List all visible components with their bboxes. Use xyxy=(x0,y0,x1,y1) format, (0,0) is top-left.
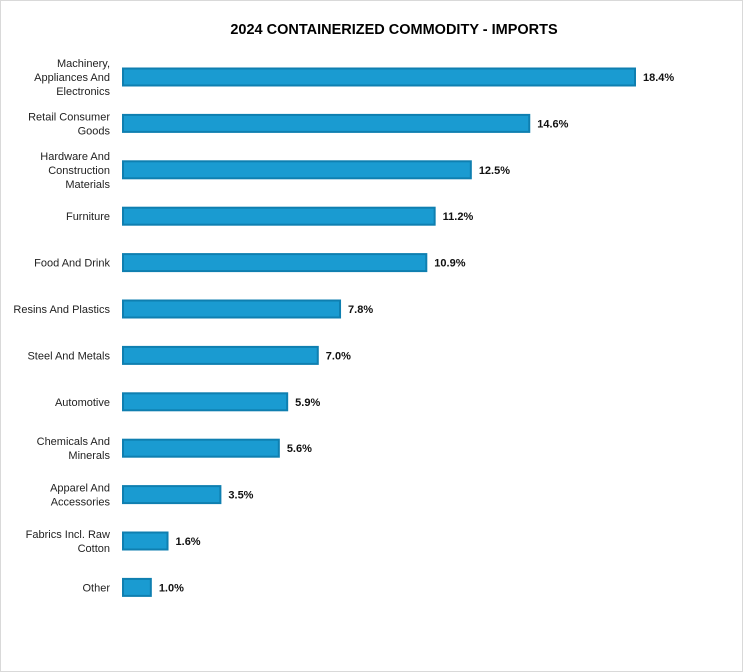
category-label-line: Electronics xyxy=(56,86,110,98)
category-label-line: Furniture xyxy=(66,211,110,223)
category-label-line: Construction xyxy=(48,165,110,177)
bar xyxy=(122,485,222,505)
value-label: 1.0% xyxy=(159,582,184,594)
bars-group xyxy=(122,67,636,597)
bar xyxy=(122,392,289,412)
bar xyxy=(122,299,342,319)
category-label-line: Cotton xyxy=(78,543,110,555)
category-label-line: Fabrics Incl. Raw xyxy=(26,529,110,541)
bar xyxy=(122,160,472,180)
category-label: Retail Consumer Goods xyxy=(28,111,110,137)
category-label: Fabrics Incl. Raw Cotton xyxy=(26,529,110,555)
chart-title: 2024 CONTAINERIZED COMMODITY - IMPORTS xyxy=(230,22,558,38)
category-label: Machinery, Appliances And Electronics xyxy=(34,58,110,98)
value-label: 18.4% xyxy=(643,72,674,84)
category-label-line: Machinery, xyxy=(57,58,110,70)
value-label: 10.9% xyxy=(434,258,465,270)
category-label-line: Hardware And xyxy=(40,151,110,163)
bar xyxy=(122,345,319,365)
category-label: Apparel And Accessories xyxy=(50,483,110,509)
value-label: 14.6% xyxy=(537,118,568,130)
category-labels-group: Machinery, Appliances And Electronics Retai… xyxy=(13,58,110,594)
category-label-line: Food And Drink xyxy=(34,258,110,270)
bar xyxy=(122,206,436,226)
value-label: 12.5% xyxy=(479,165,510,177)
category-label: Other xyxy=(82,582,110,594)
category-label-line: Apparel And xyxy=(50,483,110,495)
value-label: 11.2% xyxy=(443,211,474,223)
category-label: Food And Drink xyxy=(34,258,110,270)
category-label: Automotive xyxy=(55,397,110,409)
value-label: 5.6% xyxy=(287,443,312,455)
value-label: 7.8% xyxy=(348,304,373,316)
category-label-line: Steel And Metals xyxy=(27,350,110,362)
category-label-line: Materials xyxy=(65,179,110,191)
value-label: 7.0% xyxy=(326,350,351,362)
category-label-line: Accessories xyxy=(51,497,111,509)
category-label: Hardware And Construction Materials xyxy=(40,151,110,191)
category-label: Furniture xyxy=(66,211,110,223)
category-label-line: Resins And Plastics xyxy=(13,304,110,316)
bar xyxy=(122,438,280,458)
bar xyxy=(122,113,531,133)
category-label-line: Chemicals And xyxy=(37,436,110,448)
bar xyxy=(122,577,152,597)
category-label-line: Appliances And xyxy=(34,72,110,84)
category-label: Chemicals And Minerals xyxy=(37,436,111,462)
category-label: Steel And Metals xyxy=(27,350,110,362)
bar xyxy=(122,531,169,551)
category-label-line: Minerals xyxy=(68,450,110,462)
category-label: Resins And Plastics xyxy=(13,304,110,316)
category-label-line: Retail Consumer xyxy=(28,111,110,123)
value-label: 1.6% xyxy=(176,536,201,548)
value-label: 3.5% xyxy=(228,490,253,502)
category-label-line: Goods xyxy=(78,125,111,137)
category-label-line: Other xyxy=(82,582,110,594)
value-label: 5.9% xyxy=(295,397,320,409)
bar xyxy=(122,67,636,87)
bar xyxy=(122,253,428,273)
value-labels-group: 18.4% 14.6% 12.5% 11.2% 10.9% 7.8% 7.0% 5.9% 5.6… xyxy=(159,72,675,594)
category-label-line: Automotive xyxy=(55,397,110,409)
